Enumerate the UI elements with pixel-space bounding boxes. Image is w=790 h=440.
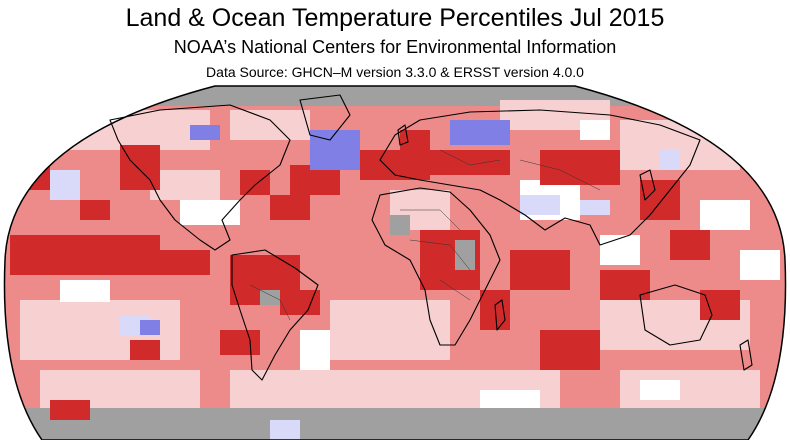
coast-australia <box>639 284 713 346</box>
cell <box>50 400 90 420</box>
cell <box>600 270 650 300</box>
cell <box>60 280 110 302</box>
coast-south-america <box>231 249 319 381</box>
percentile-grid <box>4 86 786 440</box>
cell <box>400 130 430 150</box>
cell <box>740 250 780 280</box>
coast-greenland <box>299 94 351 141</box>
cell <box>260 290 280 305</box>
arctic-no-data <box>4 86 786 106</box>
cell <box>50 170 80 200</box>
cell <box>240 170 270 195</box>
cell <box>670 230 710 260</box>
cell <box>520 195 560 215</box>
cell <box>300 330 330 370</box>
cell <box>480 390 540 408</box>
coast-japan <box>639 169 656 201</box>
cell <box>70 110 210 150</box>
cell <box>150 170 220 200</box>
cell <box>120 145 160 190</box>
map-title: Land & Ocean Temperature Percentiles Jul… <box>125 4 665 32</box>
cell <box>310 130 360 170</box>
cell <box>190 125 220 140</box>
coast-north-america <box>109 104 291 251</box>
coast-madagascar <box>494 299 506 331</box>
cell <box>600 235 640 265</box>
cell <box>270 195 310 220</box>
coast-new-zealand <box>739 339 753 371</box>
cell <box>130 340 160 360</box>
cell <box>390 215 410 235</box>
coast-africa <box>371 187 501 346</box>
cell <box>330 300 450 360</box>
cell <box>580 200 610 215</box>
cell <box>510 250 570 290</box>
cell <box>80 200 110 220</box>
cell <box>450 120 510 145</box>
cell <box>180 200 240 225</box>
cell <box>10 235 160 275</box>
cell <box>280 290 320 315</box>
coast-eurasia <box>379 109 701 246</box>
cell <box>540 330 600 370</box>
antarctic-no-data <box>4 408 786 440</box>
cell <box>640 380 680 400</box>
cell <box>140 320 160 335</box>
cell <box>640 180 680 220</box>
cell <box>540 150 620 185</box>
cell <box>150 250 210 275</box>
cell <box>700 200 750 230</box>
globe-outline <box>3 85 787 440</box>
cell <box>230 110 310 140</box>
data-source-note: Data Source: GHCN–M version 3.3.0 & ERSS… <box>206 64 584 80</box>
cell <box>220 330 260 355</box>
cell <box>580 120 610 140</box>
coast-uk <box>397 124 409 146</box>
cell <box>430 150 510 175</box>
cell <box>270 420 300 440</box>
cell <box>455 240 475 270</box>
cell <box>660 150 680 170</box>
map-subtitle: NOAA’s National Centers for Environmenta… <box>173 37 617 57</box>
coastlines <box>109 94 753 381</box>
cell <box>700 290 740 320</box>
country-borders <box>249 149 601 321</box>
cell <box>20 160 50 190</box>
